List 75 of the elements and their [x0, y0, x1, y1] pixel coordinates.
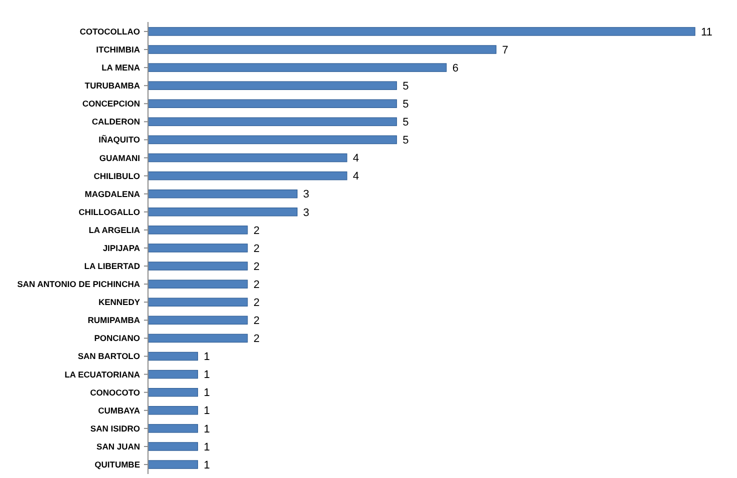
bar	[148, 334, 248, 343]
bar	[148, 27, 696, 36]
y-tick-label: ITCHIMBIA	[96, 44, 140, 54]
data-label: 2	[253, 296, 260, 309]
data-label: 2	[253, 315, 260, 328]
bar	[148, 153, 348, 162]
y-tick-label: LA LIBERTAD	[84, 261, 140, 272]
y-tick-label: JIPIJAPA	[102, 242, 140, 253]
bar	[148, 460, 198, 469]
bar	[148, 208, 298, 216]
y-tick-label: TURUBAMBA	[84, 80, 140, 91]
y-tick-label: LA MENA	[102, 62, 140, 73]
data-label: 2	[253, 333, 260, 346]
y-tick-label: CHILLOGALLO	[78, 206, 140, 217]
data-label: 4	[352, 170, 360, 183]
data-label: 2	[253, 260, 260, 273]
data-label: 1	[204, 441, 210, 454]
bar	[148, 45, 496, 54]
y-tick-label: MAGDALENA	[84, 188, 140, 199]
data-label: 2	[253, 224, 260, 237]
data-label: 1	[204, 387, 210, 400]
y-tick-label: LA ECUATORIANA	[64, 369, 140, 380]
data-label: 1	[204, 405, 210, 418]
y-tick-label: CONCEPCION	[82, 98, 140, 109]
data-label: 7	[502, 44, 508, 56]
y-tick-label: CHILIBULO	[94, 170, 140, 181]
y-tick-label: SAN ANTONIO DE PICHINCHA	[17, 279, 140, 290]
data-label: 3	[303, 188, 310, 201]
y-tick-label: CALDERON	[92, 116, 140, 127]
y-tick-label: COTOCOLLAO	[80, 26, 140, 36]
bar	[148, 370, 198, 379]
y-tick-label: CONOCOTO	[90, 387, 140, 398]
data-label: 3	[303, 206, 310, 219]
y-tick-label: KENNEDY	[98, 297, 140, 308]
y-tick-label: SAN BARTOLO	[78, 351, 140, 362]
bar	[148, 442, 198, 451]
bar	[148, 352, 198, 361]
bar	[148, 280, 248, 288]
bar	[148, 190, 298, 198]
data-label: 5	[402, 80, 409, 92]
y-tick-label: IÑAQUITO	[98, 134, 140, 145]
data-label: 11	[701, 26, 712, 38]
data-label: 1	[204, 351, 210, 364]
y-tick-label: SAN ISIDRO	[90, 423, 140, 434]
bar	[148, 316, 248, 325]
data-label: 5	[402, 98, 409, 110]
bar	[148, 388, 198, 397]
bar	[148, 424, 198, 433]
y-tick-label: QUITUMBE	[94, 460, 140, 470]
data-label: 2	[253, 278, 260, 291]
data-label: 5	[402, 134, 409, 147]
data-label: 1	[204, 423, 210, 436]
data-label: 1	[204, 459, 210, 472]
bar	[148, 135, 397, 144]
bar	[148, 117, 397, 126]
bar	[148, 99, 397, 108]
y-tick-label: RUMIPAMBA	[88, 315, 140, 326]
y-tick-label: SAN JUAN	[96, 441, 140, 452]
data-label: 5	[402, 116, 409, 129]
y-tick-label: PONCIANO	[94, 333, 140, 344]
data-label: 4	[352, 152, 360, 165]
data-label: 2	[253, 242, 260, 255]
data-label: 6	[452, 62, 458, 74]
bar	[148, 298, 248, 306]
bar	[148, 81, 397, 90]
data-label: 1	[204, 369, 210, 382]
bar	[148, 262, 248, 270]
bar	[148, 226, 248, 234]
y-tick-label: CUMBAYA	[98, 405, 140, 416]
bar	[148, 63, 447, 72]
y-tick-label: LA ARGELIA	[88, 224, 140, 235]
bar	[148, 171, 348, 180]
bar	[148, 406, 198, 415]
y-tick-label: GUAMANI	[99, 152, 140, 163]
bar	[148, 244, 248, 252]
